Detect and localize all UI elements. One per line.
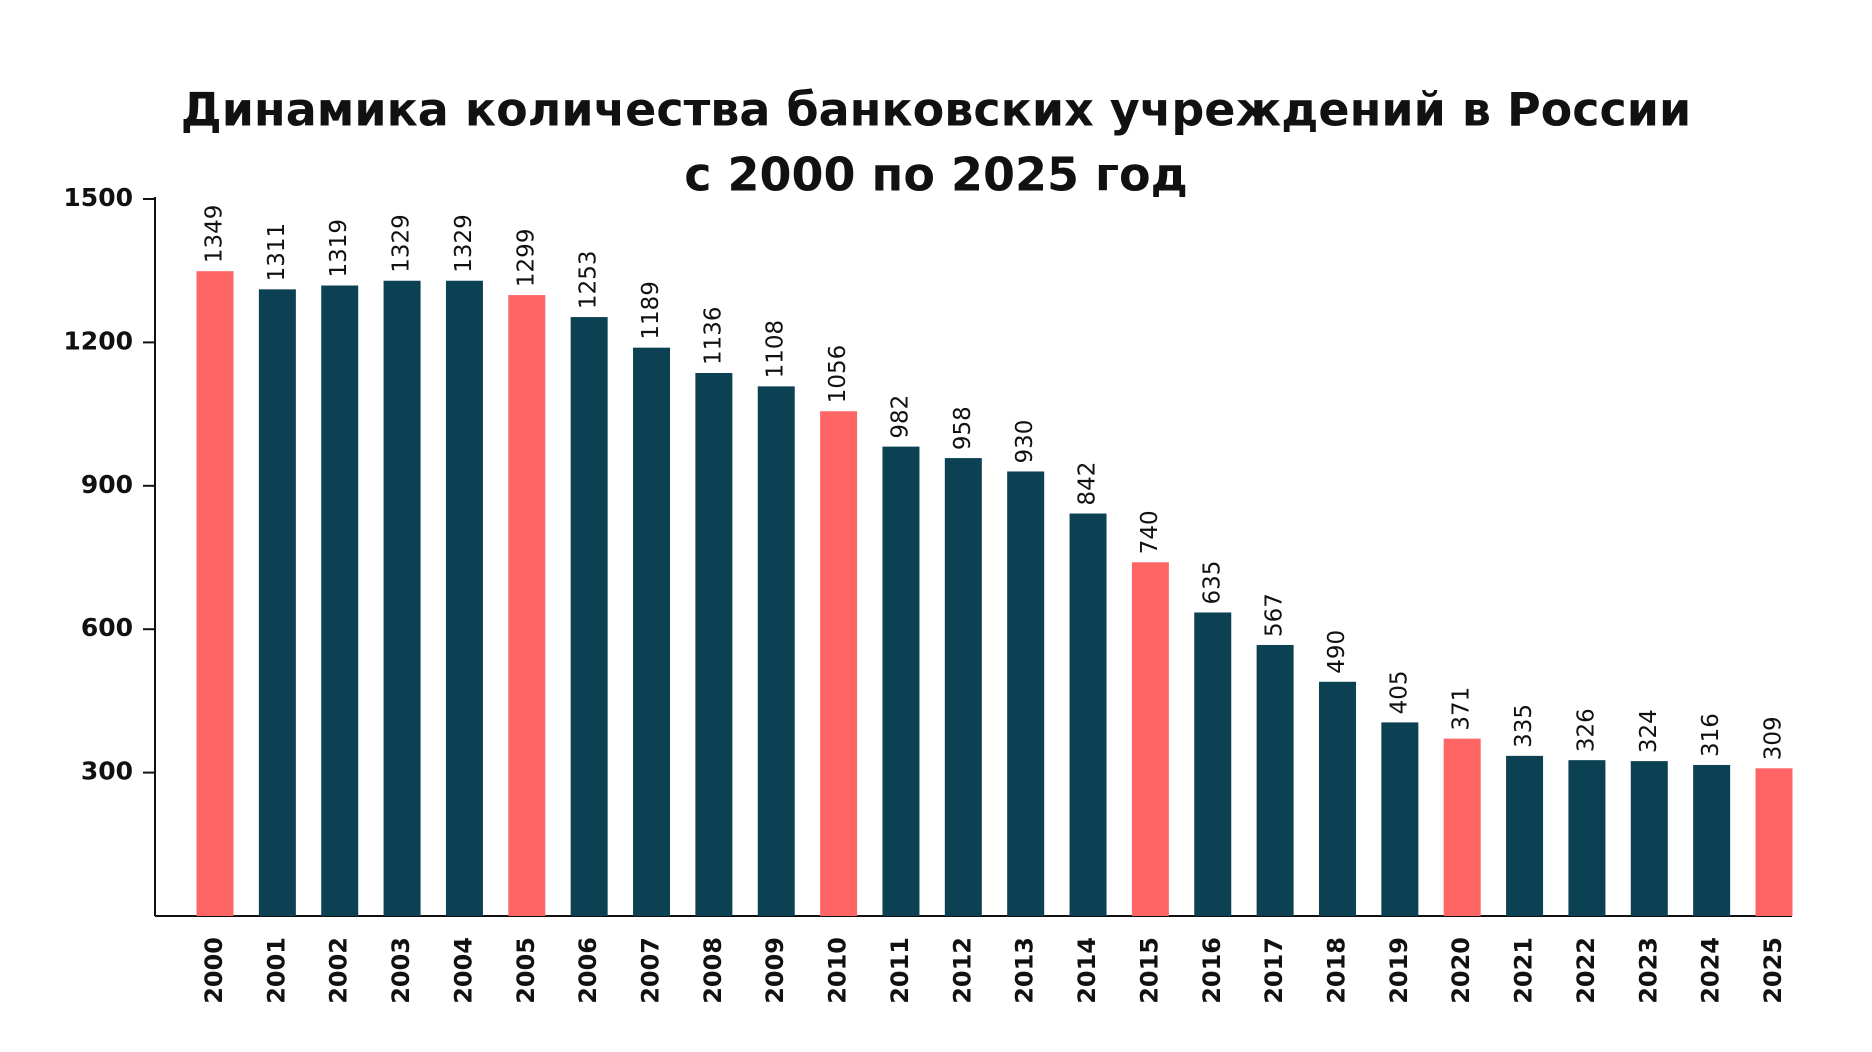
value-label: 1319 xyxy=(326,219,352,278)
bar xyxy=(757,386,795,917)
bar xyxy=(570,317,608,916)
bar xyxy=(1755,768,1793,916)
value-label: 1349 xyxy=(202,205,228,264)
chart-title: Динамика количества банковских учреждени… xyxy=(181,83,1692,137)
bar xyxy=(1693,764,1731,916)
x-tick-label: 2006 xyxy=(574,937,602,1004)
value-label: 1329 xyxy=(389,214,415,273)
x-tick-label: 2017 xyxy=(1260,937,1288,1004)
bar xyxy=(1630,761,1668,916)
value-label: 326 xyxy=(1573,708,1599,752)
x-tick-label: 2015 xyxy=(1135,937,1163,1004)
x-tick-label: 2014 xyxy=(1073,937,1101,1004)
y-tick-label: 1200 xyxy=(63,326,133,355)
x-tick-label: 2009 xyxy=(761,937,789,1004)
bar xyxy=(882,446,920,916)
value-label: 930 xyxy=(1012,420,1038,464)
x-tick-label: 2025 xyxy=(1759,937,1787,1004)
x-tick-label: 2021 xyxy=(1510,937,1538,1004)
value-label: 335 xyxy=(1511,704,1537,748)
bar xyxy=(1381,722,1419,916)
x-tick-label: 2019 xyxy=(1385,937,1413,1004)
bar xyxy=(321,285,359,916)
bar xyxy=(695,372,733,916)
value-label: 1253 xyxy=(576,251,602,310)
x-tick-label: 2023 xyxy=(1634,937,1662,1004)
value-label: 635 xyxy=(1199,561,1225,605)
value-label: 842 xyxy=(1075,462,1101,506)
bar xyxy=(1131,562,1169,916)
x-tick-label: 2018 xyxy=(1322,937,1350,1004)
bar xyxy=(508,295,546,916)
value-label: 1311 xyxy=(264,223,290,282)
value-label: 324 xyxy=(1636,709,1662,753)
x-tick-label: 2013 xyxy=(1011,937,1039,1004)
value-label: 982 xyxy=(887,395,913,439)
bar xyxy=(196,271,234,917)
x-tick-label: 2008 xyxy=(699,937,727,1004)
value-label: 1329 xyxy=(451,214,477,273)
x-tick-label: 2022 xyxy=(1572,937,1600,1004)
x-tick-label: 2020 xyxy=(1447,937,1475,1004)
chart-title: с 2000 по 2025 год xyxy=(684,148,1188,202)
value-label: 740 xyxy=(1137,510,1163,554)
x-tick-label: 2007 xyxy=(637,937,665,1004)
value-label: 316 xyxy=(1698,713,1724,757)
y-tick-label: 1500 xyxy=(63,183,133,212)
bar xyxy=(1443,738,1481,916)
value-label: 490 xyxy=(1324,630,1350,674)
x-tick-label: 2003 xyxy=(387,937,415,1004)
value-label: 371 xyxy=(1449,687,1475,731)
x-tick-label: 2010 xyxy=(824,937,852,1004)
value-label: 958 xyxy=(950,406,976,450)
value-label: 1108 xyxy=(763,320,789,379)
y-tick-label: 300 xyxy=(81,757,133,786)
value-label: 1299 xyxy=(513,229,539,288)
bar xyxy=(1194,612,1232,916)
bar xyxy=(1568,760,1606,916)
bar xyxy=(383,280,421,916)
x-tick-label: 2005 xyxy=(512,937,540,1004)
bar xyxy=(445,280,483,916)
value-label: 1189 xyxy=(638,281,664,340)
value-label: 405 xyxy=(1386,671,1412,715)
x-tick-label: 2002 xyxy=(325,937,353,1004)
bar xyxy=(820,411,858,916)
bar xyxy=(258,289,296,916)
x-tick-label: 2011 xyxy=(886,937,914,1004)
x-tick-label: 2024 xyxy=(1697,937,1725,1004)
value-label: 567 xyxy=(1262,593,1288,637)
y-tick-label: 900 xyxy=(81,470,133,499)
x-tick-label: 2004 xyxy=(449,937,477,1004)
x-tick-label: 2016 xyxy=(1198,937,1226,1004)
bar xyxy=(1256,644,1294,916)
value-label: 309 xyxy=(1761,716,1787,760)
x-tick-label: 2012 xyxy=(948,937,976,1004)
bar xyxy=(633,347,671,917)
bar xyxy=(944,458,982,916)
bar xyxy=(1506,755,1544,916)
value-label: 1136 xyxy=(700,306,726,365)
value-label: 1056 xyxy=(825,345,851,404)
bar xyxy=(1007,471,1045,916)
bar xyxy=(1318,681,1356,916)
y-tick-label: 600 xyxy=(81,613,133,642)
bar xyxy=(1069,513,1107,916)
x-tick-label: 2000 xyxy=(200,937,228,1004)
x-tick-label: 2001 xyxy=(262,937,290,1004)
